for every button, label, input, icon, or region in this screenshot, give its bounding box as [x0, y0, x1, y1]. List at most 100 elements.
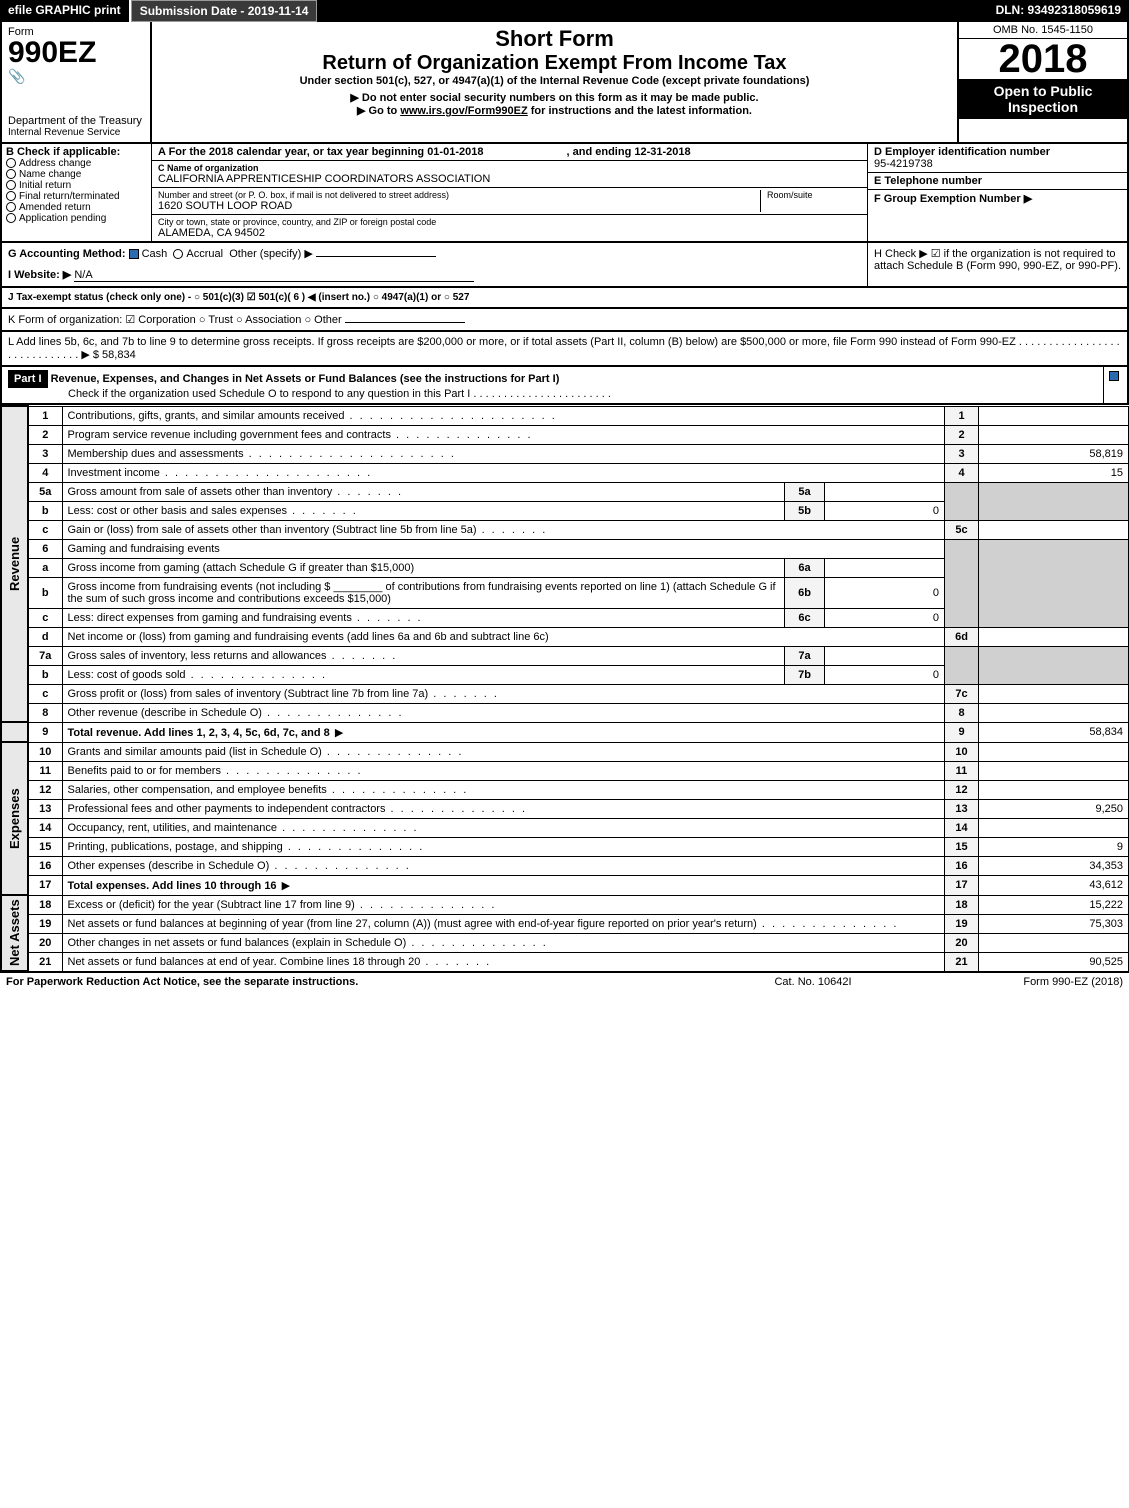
mid-line-no: 7b [785, 665, 825, 684]
line-no: a [28, 558, 62, 577]
addr-change-checkbox[interactable] [6, 158, 16, 168]
note-link: ▶ Go to www.irs.gov/Form990EZ for instru… [158, 104, 951, 117]
line-desc: Other changes in net assets or fund bala… [62, 933, 945, 952]
line-no: 12 [28, 780, 62, 799]
cash-label: Cash [142, 248, 168, 260]
part1-check-note: Check if the organization used Schedule … [8, 388, 611, 400]
website-value: N/A [74, 269, 474, 282]
line-desc: Benefits paid to or for members [62, 761, 945, 780]
part1-title: Revenue, Expenses, and Changes in Net As… [51, 373, 560, 385]
line-desc: Excess or (deficit) for the year (Subtra… [62, 895, 945, 914]
line-amount: 15 [979, 463, 1129, 482]
mid-line-amount: 0 [825, 608, 945, 627]
line-no: 11 [28, 761, 62, 780]
line-no-right: 14 [945, 818, 979, 837]
line-desc: Net income or (loss) from gaming and fun… [62, 627, 945, 646]
section-a-ending: , and ending 12-31-2018 [567, 146, 691, 158]
title-sub: Under section 501(c), 527, or 4947(a)(1)… [158, 75, 951, 87]
line-no-right: 11 [945, 761, 979, 780]
line-desc: Net assets or fund balances at beginning… [62, 914, 945, 933]
part1-header-row: Part I Revenue, Expenses, and Changes in… [0, 367, 1129, 405]
website-label: I Website: ▶ [8, 269, 71, 281]
line-no: 6 [28, 539, 62, 558]
other-org-input[interactable] [345, 322, 465, 323]
other-method-input[interactable] [316, 256, 436, 257]
form-number: 990EZ [8, 38, 144, 68]
line-amount [979, 520, 1129, 539]
amended-return-checkbox[interactable] [6, 202, 16, 212]
line-no-right: 6d [945, 627, 979, 646]
line-amount: 58,819 [979, 444, 1129, 463]
line-desc: Gross income from fundraising events (no… [62, 577, 785, 608]
spacer-cell [1, 722, 28, 742]
dln-label: DLN: 93492318059619 [988, 0, 1129, 22]
submission-date-button[interactable]: Submission Date - 2019-11-14 [131, 0, 318, 22]
line-amount [979, 703, 1129, 722]
line-no: 5a [28, 482, 62, 501]
line-amount [979, 933, 1129, 952]
spacer [317, 0, 987, 22]
city-value: ALAMEDA, CA 94502 [158, 227, 861, 239]
application-pending-checkbox[interactable] [6, 213, 16, 223]
line-desc: Salaries, other compensation, and employ… [62, 780, 945, 799]
line-amount [979, 406, 1129, 425]
org-name-label: C Name of organization [158, 163, 861, 173]
lines-table: Revenue 1 Contributions, gifts, grants, … [0, 405, 1129, 972]
line-amount [979, 742, 1129, 761]
line-desc: Other revenue (describe in Schedule O) [62, 703, 945, 722]
line-amount [979, 761, 1129, 780]
line-no: 15 [28, 837, 62, 856]
mid-line-amount [825, 646, 945, 665]
row-k: K Form of organization: ☑ Corporation ○ … [0, 309, 1129, 332]
mid-line-no: 6b [785, 577, 825, 608]
shaded-cell [945, 646, 979, 684]
expenses-side-label: Expenses [1, 742, 28, 895]
line-amount: 90,525 [979, 952, 1129, 971]
name-change-checkbox[interactable] [6, 169, 16, 179]
line-desc: Less: direct expenses from gaming and fu… [62, 608, 785, 627]
line-amount [979, 425, 1129, 444]
line-no: 7a [28, 646, 62, 665]
row-l: L Add lines 5b, 6c, and 7b to line 9 to … [0, 332, 1129, 367]
line-no: 21 [28, 952, 62, 971]
line-no: 9 [28, 722, 62, 742]
line-no: 17 [28, 875, 62, 895]
cash-checkbox[interactable] [129, 249, 139, 259]
row-g-h: G Accounting Method: Cash Accrual Other … [0, 243, 1129, 288]
note-link-pre: ▶ Go to [357, 105, 400, 117]
ein-label: D Employer identification number [874, 146, 1050, 158]
accrual-checkbox[interactable] [173, 249, 183, 259]
line-no: c [28, 684, 62, 703]
footer-mid: Cat. No. 10642I [703, 976, 923, 988]
line-no: c [28, 608, 62, 627]
line-amount: 43,612 [979, 875, 1129, 895]
org-name: CALIFORNIA APPRENTICESHIP COORDINATORS A… [158, 173, 861, 185]
street-label: Number and street (or P. O. box, if mail… [158, 190, 760, 200]
row-j: J Tax-exempt status (check only one) - ○… [0, 288, 1129, 309]
shaded-cell [945, 482, 979, 520]
line-desc: Gaming and fundraising events [62, 539, 945, 558]
section-h: H Check ▶ ☑ if the organization is not r… [867, 243, 1127, 286]
mid-line-no: 6c [785, 608, 825, 627]
line-no-right: 7c [945, 684, 979, 703]
page-footer: For Paperwork Reduction Act Notice, see … [0, 972, 1129, 991]
line-no: 3 [28, 444, 62, 463]
line-no-right: 13 [945, 799, 979, 818]
initial-return-checkbox[interactable] [6, 180, 16, 190]
line-amount: 9,250 [979, 799, 1129, 818]
mid-line-no: 6a [785, 558, 825, 577]
group-exemption-label: F Group Exemption Number ▶ [874, 193, 1032, 205]
footer-left: For Paperwork Reduction Act Notice, see … [6, 976, 703, 988]
line-desc: Professional fees and other payments to … [62, 799, 945, 818]
final-return-checkbox[interactable] [6, 191, 16, 201]
revenue-side-label: Revenue [1, 406, 28, 722]
line-no-right: 8 [945, 703, 979, 722]
efile-button[interactable]: efile GRAPHIC print [0, 0, 131, 22]
line-desc: Contributions, gifts, grants, and simila… [62, 406, 945, 425]
title-main: Return of Organization Exempt From Incom… [158, 52, 951, 75]
part1-schedule-o-checkbox[interactable] [1109, 371, 1119, 381]
application-pending-label: Application pending [19, 213, 106, 224]
tax-exempt-status: J Tax-exempt status (check only one) - ○… [8, 292, 469, 303]
city-label: City or town, state or province, country… [158, 217, 861, 227]
irs-link[interactable]: www.irs.gov/Form990EZ [400, 105, 527, 117]
